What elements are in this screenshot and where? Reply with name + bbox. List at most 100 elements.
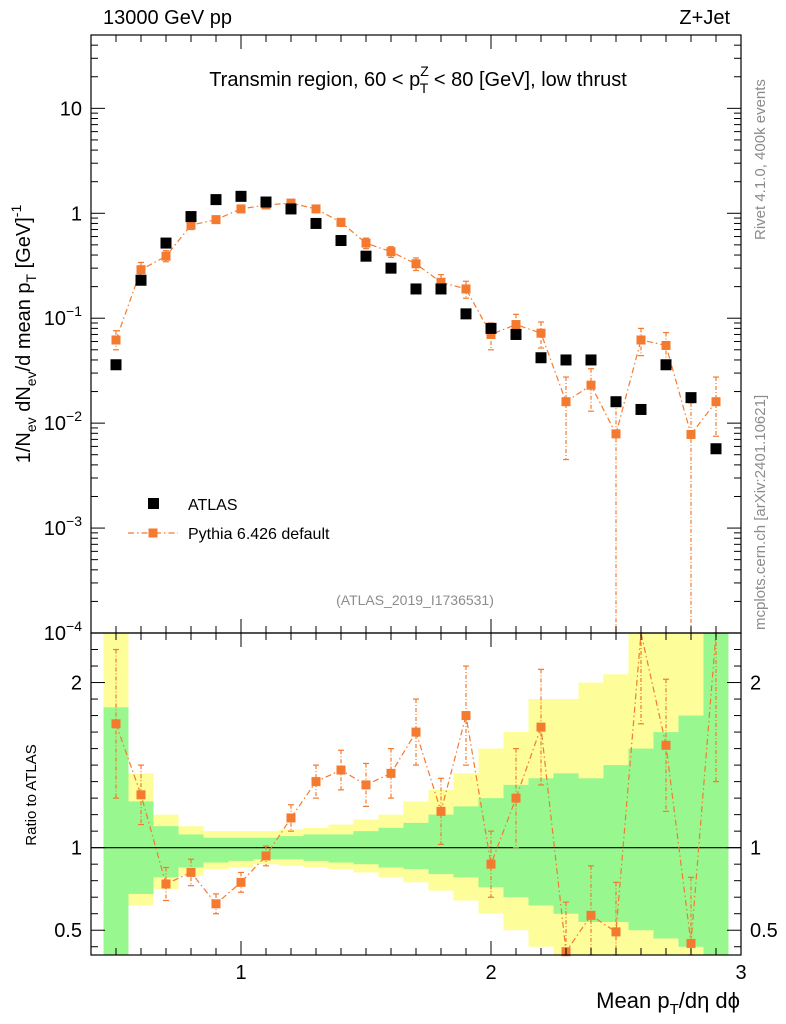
atlas-point [585,354,597,366]
ratio-point [386,768,396,778]
atlas-point [110,359,122,371]
mc-point [236,204,246,214]
mc-point [636,335,646,345]
mc-point [711,397,721,407]
y-tick-label: 10−2 [44,408,82,435]
mcplots-label: mcplots.cern.ch [arXiv:2401.10621] [752,395,769,630]
ratio-point [536,722,546,732]
ratio-point [661,740,671,750]
band-inner-segment [328,834,354,863]
band-inner-segment [453,806,479,878]
atlas-point [610,396,622,408]
ratio-y-tick-label-right: 0.5 [750,920,778,942]
mc-point [336,217,346,227]
atlas-point [360,250,372,262]
band-inner-segment [103,707,129,955]
atlas-point [285,203,297,215]
y-tick-label: 10−3 [44,513,82,540]
atlas-point [210,194,222,206]
mc-point [386,247,396,257]
atlas-point [260,196,272,208]
legend-atlas-marker [148,498,159,509]
band-inner-segment [228,837,254,861]
atlas-point [560,354,572,366]
y-axis-label: 1/Nev dNev/d mean pT [GeV]-1 [8,205,39,464]
mc-point [411,259,421,269]
band-inner-segment [553,773,579,914]
atlas-point [635,403,647,415]
atlas-point [535,352,547,364]
mc-point [211,215,221,225]
mc-point [111,335,121,345]
mc-point [136,265,146,275]
atlas-point [335,235,347,247]
ratio-y-tick-label: 0.5 [54,920,82,942]
main-frame [90,34,742,634]
ratio-point [336,765,346,775]
atlas-point [460,308,472,320]
legend: ATLAS Pythia 6.426 default [128,497,330,543]
atlas-point [385,262,397,274]
mc-point [161,251,171,261]
main-series [110,190,722,633]
x-tick-label: 2 [485,962,496,984]
y-tick-label: 10−1 [44,303,82,330]
atlas-point [435,283,447,295]
legend-mc-marker [148,528,158,538]
legend-atlas-label: ATLAS [188,497,238,514]
ratio-point [261,851,271,861]
plot-title: Transmin region, 60 < pZ T < 80 [GeV], lo… [209,63,627,96]
mc-point [436,277,446,287]
ratio-y-tick-label: 2 [71,673,82,695]
ratio-point [236,877,246,887]
axes: 1 2 3 10−4 10−3 10−2 10−1 1 10 0.5 0.5 1 1 2 2 [44,34,778,984]
y-tick-label: 1 [71,203,82,225]
ratio-uncertainty-bands [91,633,741,955]
ratio-y-tick-label-right: 2 [750,673,761,695]
atlas-point [660,359,672,371]
mc-point [586,380,596,390]
mc-point [561,397,571,407]
atlas-point [685,392,697,404]
band-inner-segment [628,748,654,931]
atlas-point [710,443,722,455]
x-axis-label: Mean pT/dη dϕ [596,988,740,1018]
mc-point [361,238,371,248]
ratio-point [186,867,196,877]
ratio-y-axis-label: Ratio to ATLAS [23,744,40,845]
atlas-point [485,322,497,334]
mc-line [115,202,717,436]
ratio-point [411,727,421,737]
band-inner-segment [703,633,729,955]
atlas-point [185,211,197,223]
mc-point [511,320,521,330]
mc-point [536,328,546,338]
ratio-point [586,910,596,920]
band-inner-segment [578,778,604,922]
atlas-point [310,217,322,229]
x-tick-label: 3 [735,962,746,984]
ratio-point [486,859,496,869]
mc-point [286,198,296,208]
mc-point [611,429,621,439]
analysis-tag: (ATLAS_2019_I1736531) [336,592,494,608]
ratio-point [361,780,371,790]
band-inner-segment [203,837,229,863]
legend-mc-label: Pythia 6.426 default [188,526,330,543]
ratio-point [611,927,621,937]
mc-point [661,340,671,350]
band-inner-segment [528,778,554,906]
ratio-point [111,719,121,729]
mc-point [186,220,196,230]
atlas-point [160,237,172,249]
ratio-point [686,938,696,948]
ratio-y-tick-label: 1 [71,838,82,860]
ratio-point [461,711,471,721]
atlas-point [235,190,247,202]
ratio-point [161,879,171,889]
ratio-series [111,632,719,957]
mc-point [486,329,496,339]
header-right: Z+Jet [679,7,730,29]
ratio-point [211,899,221,909]
